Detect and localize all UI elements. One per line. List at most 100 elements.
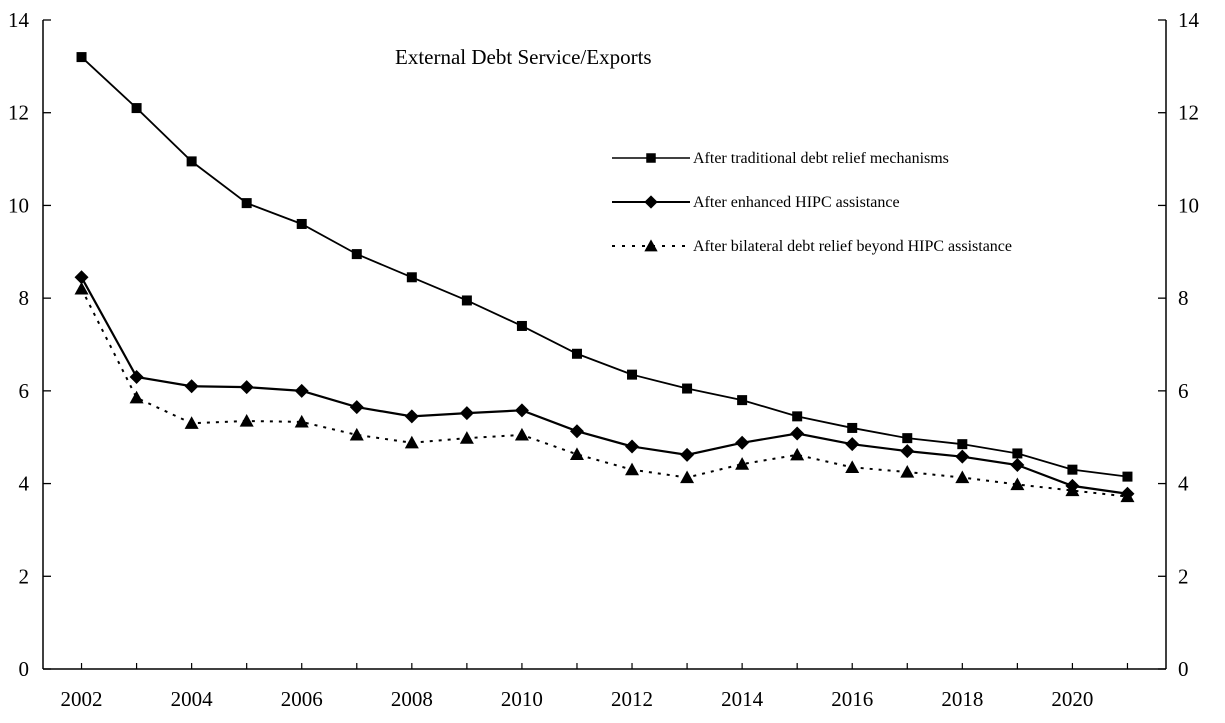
data-point-square [296,218,307,229]
data-point-square [682,383,693,394]
data-point-diamond [74,270,89,285]
legend-item: After bilateral debt relief beyond HIPC … [612,238,1012,255]
data-point-square [737,395,748,406]
series-line [80,56,1128,478]
data-point-triangle [514,427,529,441]
legend-item: After enhanced HIPC assistance [612,194,900,211]
data-point-triangle [955,470,970,484]
data-point-square [571,348,582,359]
legend-item: After traditional debt relief mechanisms [612,150,949,167]
x-tick-label: 2014 [721,687,764,711]
data-point-diamond [735,435,750,450]
data-point-square [1067,464,1078,475]
x-tick-label: 2018 [941,687,983,711]
series-after-traditional-debt-relief-mechanisms [76,52,1133,482]
legend-label: After traditional debt relief mechanisms [693,150,949,167]
data-point-square [186,156,197,167]
x-tick-label: 2006 [281,687,323,711]
right-y-axis: 0 2 4 6 8 10 12 14 [1158,8,1200,681]
data-point-diamond [569,424,584,439]
data-point-triangle [735,457,750,470]
x-tick-label: 2012 [611,687,653,711]
data-point-triangle [1010,477,1025,491]
series-layer [74,52,1135,503]
data-point-diamond [845,437,860,452]
chart-frame [42,20,1167,670]
data-point-diamond [1010,458,1025,473]
data-point-square [902,433,913,444]
data-point-triangle [239,413,254,427]
data-point-square [627,369,638,380]
data-point-diamond [955,449,970,464]
data-point-triangle [625,462,640,476]
data-point-triangle [349,427,364,441]
x-tick-label: 2016 [831,687,873,711]
left-y-tick-label: 10 [8,193,29,217]
left-y-tick-label: 8 [19,286,30,310]
data-point-triangle [74,281,89,295]
x-tick-label: 2020 [1051,687,1093,711]
series-line [80,276,1128,495]
data-point-diamond [294,383,309,398]
series-after-bilateral-debt-relief-beyond-hipc-assistance [74,281,1135,503]
legend-marker-triangle [644,239,658,252]
right-y-tick-label: 2 [1178,564,1189,588]
series-line [80,288,1128,498]
data-point-triangle [680,470,695,484]
data-point-diamond [184,379,199,394]
data-point-triangle [1120,489,1135,503]
data-point-triangle [129,390,144,404]
series-after-enhanced-hipc-assistance [74,270,1135,501]
x-tick-label: 2004 [171,687,214,711]
data-point-diamond [349,400,364,415]
data-point-square [957,439,968,450]
data-point-triangle [294,414,309,428]
data-point-square [241,198,252,209]
left-y-axis: 0 2 4 6 8 10 12 14 [8,8,51,681]
legend: After traditional debt relief mechanisms… [612,150,1012,255]
data-point-diamond [514,403,529,418]
data-point-square [516,320,527,331]
data-point-diamond [459,406,474,421]
data-point-triangle [404,435,419,449]
data-point-square [847,422,858,433]
legend-marker-diamond [644,195,658,209]
right-y-tick-label: 12 [1178,101,1199,125]
data-point-square [792,411,803,422]
x-tick-label: 2010 [501,687,543,711]
right-y-tick-label: 0 [1178,657,1189,681]
data-point-diamond [129,369,144,384]
right-y-tick-label: 8 [1178,286,1189,310]
data-point-triangle [1065,483,1080,497]
data-point-square [406,272,417,283]
data-point-square [1012,448,1023,459]
right-y-tick-label: 10 [1178,193,1199,217]
data-point-triangle [845,460,860,473]
legend-marker-square [646,153,656,163]
data-point-square [76,52,87,63]
data-point-triangle [459,431,474,444]
data-point-diamond [790,426,805,441]
x-tick-label: 2008 [391,687,433,711]
legend-label: After enhanced HIPC assistance [693,194,900,211]
right-y-tick-label: 14 [1178,8,1200,32]
data-point-triangle [569,447,584,460]
legend-label: After bilateral debt relief beyond HIPC … [693,238,1012,255]
chart-title: External Debt Service/Exports [395,45,652,69]
x-tick-label: 2002 [61,687,103,711]
data-point-diamond [239,380,254,395]
data-point-square [131,103,142,114]
left-y-tick-label: 14 [8,8,30,32]
data-point-triangle [184,416,199,429]
data-point-diamond [404,409,419,424]
data-point-diamond [680,447,695,462]
left-y-tick-label: 0 [19,657,30,681]
data-point-square [1122,471,1133,482]
right-y-tick-label: 6 [1178,379,1189,403]
left-y-tick-label: 4 [19,472,30,496]
data-point-triangle [790,447,805,461]
x-axis: 2002 2004 2006 2008 2010 2012 2014 2016 2018 2020 [61,663,1129,711]
left-y-tick-label: 6 [19,379,30,403]
data-point-diamond [900,444,915,459]
